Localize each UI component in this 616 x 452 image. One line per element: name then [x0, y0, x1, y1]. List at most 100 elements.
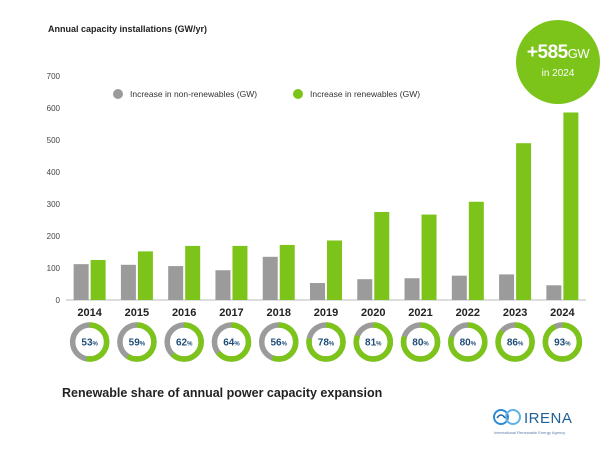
badge-year: in 2024: [541, 68, 575, 79]
share-donut-arc-2022: [448, 322, 488, 362]
bar-renewables-2023: [516, 143, 532, 300]
share-donut-arc-2016: [164, 322, 204, 362]
logo-name: IRENA: [524, 410, 573, 427]
y-tick-label: 700: [47, 72, 61, 81]
badge-unit: GW: [567, 46, 590, 61]
share-value-2016: 62: [176, 338, 188, 349]
bar-renewables-2021: [421, 214, 437, 300]
y-tick-label: 600: [47, 104, 61, 113]
x-tick-label-2024: 2024: [550, 307, 575, 319]
x-tick-label-2018: 2018: [266, 307, 290, 319]
share-value-2021: 80: [412, 338, 424, 349]
bar-non-renewables-2019: [310, 283, 325, 300]
irena-logo-icon: [493, 409, 521, 425]
share-label-2015: 59%: [129, 338, 146, 349]
bar-renewables-2024: [563, 112, 579, 300]
share-donut-arc-2024: [542, 322, 583, 362]
bar-non-renewables-2024: [546, 285, 562, 300]
share-value-2020: 81: [365, 338, 377, 349]
share-value-2023: 86: [507, 338, 519, 349]
bar-renewables-2018: [279, 244, 295, 300]
share-unit-2020: %: [376, 342, 382, 348]
bar-renewables-2022: [468, 201, 484, 300]
share-label-2018: 56%: [270, 338, 287, 349]
bar-non-renewables-2020: [357, 279, 373, 300]
share-unit-2023: %: [518, 342, 524, 348]
share-label-2019: 78%: [318, 338, 335, 349]
y-tick-label: 0: [56, 296, 61, 305]
share-label-2021: 80%: [412, 338, 429, 349]
x-tick-label-2021: 2021: [408, 307, 432, 319]
bar-non-renewables-2017: [215, 270, 231, 300]
y-tick-label: 400: [47, 168, 61, 177]
share-label-2022: 80%: [460, 338, 477, 349]
share-donut-arc-2015: [117, 322, 157, 362]
bar-non-renewables-2022: [451, 275, 467, 300]
share-unit-2014: %: [93, 342, 99, 348]
y-tick-label: 500: [47, 136, 61, 145]
x-tick-label-2019: 2019: [314, 307, 338, 319]
bar-non-renewables-2016: [168, 266, 184, 300]
share-value-2022: 80: [460, 338, 472, 349]
legend-marker-renewables: [293, 89, 303, 99]
renewable-share-subtitle: Renewable share of annual power capacity…: [62, 386, 383, 400]
bar-non-renewables-2023: [499, 274, 515, 300]
x-tick-label-2020: 2020: [361, 307, 385, 319]
share-unit-2016: %: [187, 342, 193, 348]
share-value-2014: 53: [81, 338, 93, 349]
share-donut-arc-2019: [306, 322, 346, 362]
total-2024-badge: +585GW in 2024: [516, 20, 600, 104]
share-label-2020: 81%: [365, 338, 382, 349]
bar-renewables-2019: [327, 240, 342, 300]
share-value-2019: 78: [318, 338, 330, 349]
share-donut-arc-2014: [69, 322, 110, 362]
share-label-2016: 62%: [176, 338, 193, 349]
x-tick-label-2015: 2015: [125, 307, 149, 319]
bar-non-renewables-2021: [404, 278, 420, 300]
share-label-2017: 64%: [223, 338, 240, 349]
y-tick-label: 200: [47, 232, 61, 241]
y-tick-label: 100: [47, 264, 61, 273]
chart-title: Annual capacity installations (GW/yr): [48, 24, 208, 34]
irena-logo: IRENA International Renewable Energy Age…: [492, 406, 596, 442]
share-donut-arc-2020: [353, 322, 394, 362]
share-unit-2019: %: [329, 342, 335, 348]
bar-non-renewables-2015: [120, 264, 136, 300]
bar-renewables-2017: [232, 245, 248, 300]
legend-label-non-renewables: Increase in non-renewables (GW): [130, 89, 257, 99]
x-tick-label-2016: 2016: [172, 307, 196, 319]
share-donut-arc-2021: [400, 322, 441, 362]
share-label-2023: 86%: [507, 338, 524, 349]
share-unit-2015: %: [140, 342, 146, 348]
bar-non-renewables-2018: [262, 256, 278, 300]
share-unit-2024: %: [565, 342, 571, 348]
legend-label-renewables: Increase in renewables (GW): [310, 89, 420, 99]
badge-value: +585GW: [516, 42, 600, 64]
y-tick-label: 300: [47, 200, 61, 209]
share-unit-2018: %: [282, 342, 288, 348]
share-unit-2022: %: [471, 342, 477, 348]
bar-renewables-2014: [90, 260, 106, 300]
badge-number: +585: [526, 42, 568, 63]
bar-renewables-2016: [185, 245, 201, 300]
share-label-2024: 93%: [554, 338, 571, 349]
share-value-2024: 93: [554, 338, 566, 349]
legend-marker-non-renewables: [113, 89, 123, 99]
share-unit-2017: %: [234, 342, 240, 348]
share-donut-arc-2018: [258, 322, 299, 362]
share-unit-2021: %: [423, 342, 429, 348]
bar-renewables-2020: [374, 212, 390, 300]
share-value-2015: 59: [129, 338, 141, 349]
share-donut-arc-2023: [495, 322, 535, 362]
share-label-2014: 53%: [81, 338, 98, 349]
share-value-2018: 56: [270, 338, 282, 349]
logo-tagline: International Renewable Energy Agency: [494, 430, 566, 435]
bar-renewables-2015: [137, 251, 153, 300]
bar-non-renewables-2014: [73, 264, 89, 300]
x-tick-label-2022: 2022: [456, 307, 480, 319]
x-tick-label-2023: 2023: [503, 307, 527, 319]
share-value-2017: 64: [223, 338, 235, 349]
share-donut-arc-2017: [211, 322, 252, 362]
x-tick-label-2014: 2014: [77, 307, 102, 319]
